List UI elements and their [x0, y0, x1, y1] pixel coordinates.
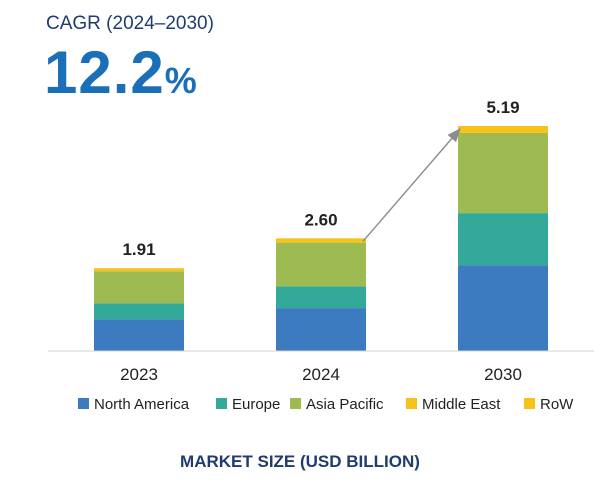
legend-swatch-middle-east	[406, 398, 417, 409]
legend-swatch-europe	[216, 398, 227, 409]
cagr-value: 12.2%	[44, 38, 198, 107]
legend-label-row: RoW	[540, 396, 574, 413]
legend-swatch-row	[524, 398, 535, 409]
legend-swatch-asia-pacific	[290, 398, 301, 409]
x-tick-2024: 2024	[302, 365, 340, 384]
legend-label-europe: Europe	[232, 396, 280, 413]
bar-2030-europe	[458, 213, 548, 266]
bar-2023-europe	[94, 303, 184, 320]
legend-label-middle-east: Middle East	[422, 396, 501, 413]
legend-label-north-america: North America	[94, 396, 190, 413]
x-tick-labels: 2023 2024 2030	[120, 365, 522, 384]
x-tick-2030: 2030	[484, 365, 522, 384]
cagr-number: 12.2	[44, 39, 165, 106]
bar-2024-europe	[276, 286, 366, 309]
total-label-2023: 1.91	[122, 240, 155, 259]
growth-arrow	[362, 127, 461, 242]
bar-2024-north-america	[276, 308, 366, 351]
bar-2024-asia-pacific	[276, 242, 366, 287]
x-tick-2023: 2023	[120, 365, 158, 384]
cagr-label: CAGR (2024–2030)	[46, 13, 214, 34]
bar-2030-asia-pacific	[458, 132, 548, 214]
legend: North America Europe Asia Pacific Middle Ea…	[78, 396, 574, 413]
total-labels: 1.91 2.60 5.19	[122, 98, 519, 259]
bars-group	[94, 126, 548, 351]
bar-2030-north-america	[458, 265, 548, 351]
legend-swatch-north-america	[78, 398, 89, 409]
x-axis-title: MARKET SIZE (USD BILLION)	[180, 452, 420, 471]
bar-2023-north-america	[94, 319, 184, 351]
legend-label-asia-pacific: Asia Pacific	[306, 396, 384, 413]
bar-2024-middle-east	[276, 238, 366, 243]
bar-2023-middle-east	[94, 268, 184, 272]
cagr-unit: %	[164, 60, 198, 101]
bar-2030-middle-east	[458, 126, 548, 133]
total-label-2030: 5.19	[486, 98, 519, 117]
total-label-2024: 2.60	[304, 210, 337, 229]
bar-2023-asia-pacific	[94, 271, 184, 304]
